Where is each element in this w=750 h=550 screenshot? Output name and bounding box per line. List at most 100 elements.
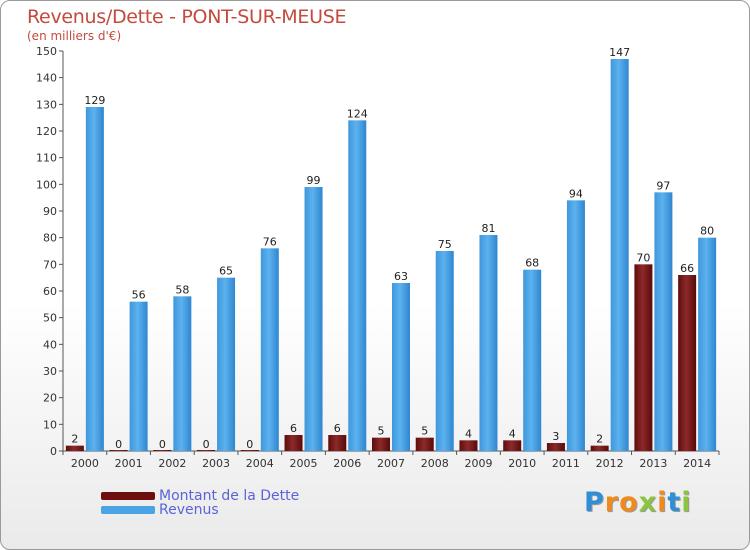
bars	[65, 59, 717, 452]
x-tick-label: 2008	[421, 457, 449, 470]
data-label-dette: 70	[636, 251, 650, 264]
legend-item-revenus: Revenus	[101, 502, 219, 518]
data-label-dette: 4	[465, 427, 472, 440]
y-tick-label: 0	[50, 445, 57, 458]
legend-label-revenus: Revenus	[159, 502, 219, 518]
bar-dette	[328, 435, 347, 451]
y-tick-label: 50	[43, 312, 57, 325]
data-label-revenus: 80	[700, 225, 714, 238]
axes: 0102030405060708090100110120130140150200…	[36, 45, 720, 470]
bar-revenus	[85, 107, 104, 451]
bar-dette	[634, 264, 653, 451]
logo-letter: t	[667, 487, 682, 518]
y-tick-label: 60	[43, 285, 57, 298]
bar-dette	[590, 445, 609, 451]
legend-swatch-revenus	[101, 506, 155, 514]
bar-revenus	[610, 59, 629, 451]
x-tick-label: 2014	[683, 457, 711, 470]
bar-revenus	[523, 269, 542, 451]
logo-letter: x	[638, 487, 658, 518]
data-label-dette: 5	[378, 425, 385, 438]
x-tick-label: 2009	[464, 457, 492, 470]
y-tick-label: 110	[36, 152, 57, 165]
bar-dette	[503, 440, 522, 451]
y-tick-label: 30	[43, 365, 57, 378]
x-tick-label: 2000	[71, 457, 99, 470]
x-tick-label: 2011	[552, 457, 580, 470]
x-tick-label: 2012	[596, 457, 624, 470]
bar-revenus	[348, 120, 367, 451]
data-label-revenus: 63	[394, 270, 408, 283]
bar-revenus	[654, 192, 673, 452]
y-tick-label: 130	[36, 98, 57, 111]
data-label-revenus: 75	[438, 238, 452, 251]
bar-dette	[109, 450, 128, 451]
bar-dette	[546, 443, 565, 451]
legend-label-dette: Montant de la Dette	[159, 488, 300, 504]
data-label-dette: 0	[159, 438, 166, 451]
y-tick-label: 150	[36, 45, 57, 58]
data-label-revenus: 129	[84, 94, 105, 107]
data-label-dette: 0	[203, 438, 210, 451]
bar-revenus	[479, 235, 498, 451]
y-tick-label: 140	[36, 72, 57, 85]
data-label-revenus: 58	[175, 283, 189, 296]
data-label-revenus: 68	[525, 257, 539, 270]
data-label-dette: 6	[290, 422, 297, 435]
data-label-dette: 0	[115, 438, 122, 451]
data-label-dette: 4	[509, 427, 516, 440]
chart-subtitle: (en milliers d'€)	[27, 29, 122, 43]
bar-dette	[372, 437, 390, 451]
bar-dette	[415, 437, 434, 451]
legend-item-dette: Montant de la Dette	[101, 488, 299, 504]
bar-revenus	[129, 301, 148, 451]
data-label-dette: 2	[71, 433, 78, 446]
bar-revenus	[698, 237, 717, 451]
bar-dette	[678, 275, 697, 451]
bar-revenus	[566, 200, 585, 451]
y-tick-label: 70	[43, 258, 57, 271]
data-label-revenus: 65	[219, 265, 233, 278]
legend-swatch-dette	[101, 492, 155, 500]
data-label-revenus: 94	[569, 187, 583, 200]
x-tick-label: 2007	[377, 457, 405, 470]
y-tick-label: 120	[36, 125, 57, 138]
x-tick-label: 2005	[290, 457, 318, 470]
data-label-revenus: 76	[263, 235, 277, 248]
y-tick-label: 10	[43, 418, 57, 431]
y-tick-label: 40	[43, 338, 57, 351]
x-tick-label: 2010	[508, 457, 536, 470]
data-label-dette: 6	[334, 422, 341, 435]
bar-revenus	[260, 248, 279, 451]
chart-title: Revenus/Dette - PONT-SUR-MEUSE	[27, 6, 347, 28]
bar-revenus	[435, 251, 454, 451]
bar-dette	[284, 435, 303, 451]
x-tick-label: 2013	[639, 457, 667, 470]
bar-dette	[197, 450, 216, 451]
x-tick-label: 2006	[333, 457, 361, 470]
bar-revenus	[217, 277, 236, 451]
logo-letter: r	[604, 487, 620, 518]
data-label-revenus: 81	[481, 222, 495, 235]
logo-letter: o	[619, 487, 639, 518]
data-label-revenus: 97	[656, 179, 670, 192]
bar-revenus	[304, 187, 323, 451]
x-tick-label: 2002	[158, 457, 186, 470]
logo-letter: P	[584, 487, 605, 518]
data-label-dette: 3	[552, 430, 559, 443]
data-label-dette: 0	[246, 438, 253, 451]
data-label-revenus: 99	[307, 174, 321, 187]
data-label-revenus: 147	[609, 46, 630, 59]
bar-dette	[153, 450, 172, 451]
y-tick-label: 100	[36, 178, 57, 191]
bar-revenus	[173, 296, 192, 451]
x-tick-label: 2004	[246, 457, 274, 470]
bar-revenus	[392, 283, 410, 451]
data-label-revenus: 56	[132, 289, 146, 302]
x-tick-label: 2003	[202, 457, 230, 470]
bar-dette	[240, 450, 259, 451]
logo-letter: i	[657, 487, 668, 518]
